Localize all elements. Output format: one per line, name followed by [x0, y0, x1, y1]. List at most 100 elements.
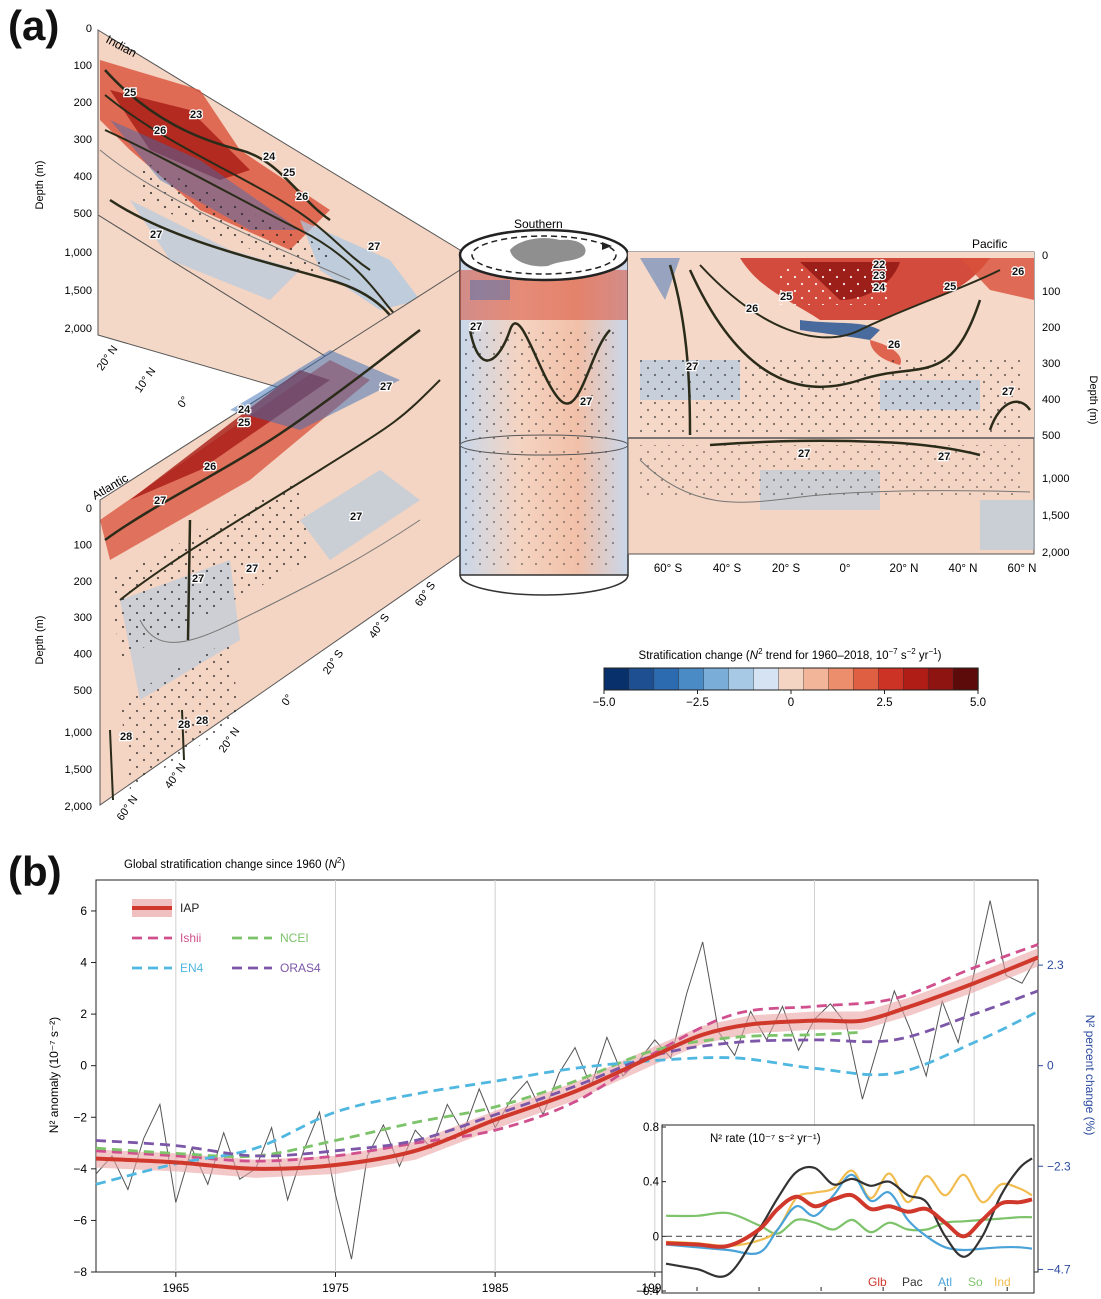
colorbar-cells — [603, 667, 979, 691]
contour-label: 25 — [780, 291, 792, 303]
inset-y-tick-label: 0.4 — [643, 1177, 660, 1189]
latitude-tick-label: 10° N — [133, 365, 159, 395]
depth-tick-label: 100 — [1042, 286, 1060, 298]
legend-label: IAP — [180, 901, 199, 915]
colorbar-cell — [728, 667, 755, 691]
latitude-tick-label: 20° N — [890, 563, 919, 575]
latitude-tick-label: 60° N — [115, 793, 141, 823]
depth-tick-label: 200 — [1042, 322, 1060, 334]
series-iap-band — [96, 948, 1038, 1178]
inset-title: N² rate (10⁻⁷ s⁻² yr⁻¹) — [710, 1133, 821, 1145]
pacific-depth-axis-label: Depth (m) — [1087, 376, 1099, 425]
x-tick-label: 1965 — [162, 1281, 189, 1295]
panel-b-letter: (b) — [8, 848, 62, 895]
contour-label: 28 — [196, 715, 208, 727]
depth-tick-label: 1,000 — [64, 247, 92, 259]
basin-label-southern: Southern — [514, 217, 563, 231]
contour-label: 22 — [873, 259, 885, 271]
depth-tick-label: 1,500 — [64, 285, 92, 297]
x-tick-label: 1975 — [322, 1281, 349, 1295]
inset-y-ticks: −0.4 0 0.4 0.8 — [636, 1122, 666, 1298]
depth-tick-label: 0 — [86, 23, 92, 35]
colorbar-cell — [753, 667, 780, 691]
contour-label: 28 — [120, 731, 132, 743]
contour-label: 27 — [192, 573, 204, 585]
basin-label-pacific: Pacific — [972, 237, 1007, 251]
right-tick-label: 0 — [1047, 1059, 1054, 1073]
indian-depth-ticks-upper: 0 100 200 300 400 500 — [74, 23, 92, 220]
colorbar-ticks: −5.0 −2.5 0 2.5 5.0 — [593, 690, 986, 709]
contour-label: 24 — [873, 282, 886, 294]
panel-a-letter: (a) — [8, 2, 60, 49]
contour-label: 27 — [246, 563, 258, 575]
right-tick-label: −2.3 — [1047, 1159, 1071, 1173]
pacific-section — [627, 251, 1035, 555]
colorbar-cell — [903, 667, 929, 691]
depth-tick-label: 0 — [86, 503, 92, 515]
legend-label: EN4 — [180, 961, 204, 975]
y-tick-label: −4 — [73, 1162, 87, 1176]
y-tick-label: 4 — [80, 956, 87, 970]
depth-tick-label: 100 — [74, 539, 92, 551]
atlantic-section — [99, 269, 461, 806]
latitude-tick-label: 20° S — [321, 648, 346, 677]
depth-tick-label: 200 — [74, 97, 92, 109]
right-tick-label: −4.7 — [1047, 1262, 1071, 1276]
colorbar-cell — [853, 667, 879, 691]
contour-label: 23 — [873, 270, 885, 282]
colorbar-cell — [653, 667, 680, 691]
latitude-tick-label: 60° N — [1008, 563, 1037, 575]
series-iap-line — [95, 955, 1039, 1171]
latitude-tick-label: 0° — [840, 563, 851, 575]
series-oras4-line — [95, 989, 1039, 1158]
colorbar: Stratification change (N2 trend for 1960… — [593, 647, 986, 709]
panel-a-figure: Indian Atlantic Southern Pacific Depth (… — [34, 23, 1099, 823]
inset-series-group — [665, 1157, 1033, 1278]
depth-tick-label: 400 — [74, 649, 92, 661]
colorbar-cell — [828, 667, 855, 691]
depth-tick-label: 1,000 — [1042, 473, 1070, 485]
contour-label: 26 — [888, 339, 900, 351]
series-en4-line — [95, 1010, 1039, 1186]
latitude-tick-label: 40° S — [713, 563, 742, 575]
colorbar-cell — [803, 667, 830, 691]
y-tick-label: 2 — [80, 1007, 87, 1021]
inset-legend-label: Ind — [994, 1275, 1011, 1289]
colorbar-title: Stratification change (N2 trend for 1960… — [639, 647, 942, 662]
contour-label: 27 — [154, 495, 166, 507]
inset-y-tick-label: 0.8 — [643, 1122, 659, 1134]
depth-tick-label: 300 — [74, 612, 92, 624]
contour-label: 24 — [238, 404, 251, 416]
atlantic-depth-ticks-upper: 0 100 200 300 400 500 — [74, 503, 92, 697]
x-tick-label: 1985 — [482, 1281, 509, 1295]
contour-label: 25 — [283, 167, 295, 179]
depth-tick-label: 500 — [1042, 430, 1060, 442]
colorbar-cell — [703, 667, 730, 691]
colorbar-cell — [603, 667, 630, 691]
inset-chart: N² rate (10⁻⁷ s⁻² yr⁻¹) −0.4 0 0.4 0.8 Glb P… — [636, 1122, 1035, 1298]
latitude-tick-label: 0° — [176, 395, 192, 411]
inset-y-tick-label: 0 — [653, 1231, 659, 1243]
y-axis-label-left: N² anomaly (10⁻⁷ s⁻²) — [47, 1017, 61, 1133]
contour-label: 27 — [798, 448, 810, 460]
contour-label: 26 — [746, 303, 758, 315]
depth-tick-label: 500 — [74, 685, 92, 697]
pacific-depth-ticks-lower: 1,000 1,500 2,000 — [1042, 473, 1070, 559]
series-ishii-line — [95, 943, 1039, 1163]
colorbar-cell — [878, 667, 904, 691]
antarctica-map — [510, 238, 586, 267]
contour-label: 27 — [350, 511, 362, 523]
contour-label: 23 — [190, 109, 202, 121]
y-tick-label: −2 — [73, 1110, 87, 1124]
inset-legend-label: Atl — [938, 1275, 952, 1289]
legend-label: NCEI — [280, 931, 309, 945]
depth-tick-label: 0 — [1042, 250, 1048, 262]
depth-tick-label: 500 — [74, 208, 92, 220]
legend-label: Ishii — [180, 931, 201, 945]
contour-label: 26 — [296, 191, 308, 203]
y-axis-label-right: N² percent change (%) — [1083, 1015, 1097, 1136]
inset-legend: Glb Pac Atl So Ind — [868, 1275, 1011, 1289]
depth-tick-label: 2,000 — [1042, 547, 1070, 559]
indian-depth-ticks-lower: 1,000 1,500 2,000 — [64, 247, 92, 335]
latitude-tick-label: 20° N — [95, 343, 121, 373]
